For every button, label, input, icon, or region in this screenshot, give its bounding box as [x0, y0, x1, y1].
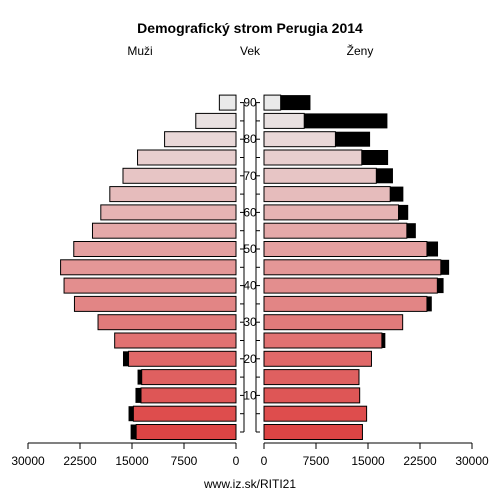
- female-bar-20-24: [263, 350, 372, 367]
- female-extra-bar-65-69: [390, 186, 404, 202]
- footer-url: www.iz.sk/RITI21: [203, 477, 296, 491]
- female-extra-bar-80-84: [335, 131, 371, 147]
- female-extra-bar-45-49: [440, 259, 450, 275]
- age-tick-label: 40: [243, 279, 257, 293]
- male-bar-65-69: [109, 186, 237, 203]
- age-tick-label: 10: [243, 388, 257, 402]
- age-tick-label: 50: [243, 242, 257, 256]
- female-bar-75-79: [263, 149, 363, 166]
- female-bar-60-64: [263, 204, 400, 221]
- x-tick-label-right: 22500: [403, 454, 437, 468]
- female-bar-55-59: [263, 222, 408, 239]
- female-extra-bar-40-44: [437, 278, 444, 294]
- female-bar-5-9: [263, 405, 368, 422]
- age-tick-label: 90: [243, 96, 257, 110]
- male-bar-50-54: [73, 241, 237, 257]
- female-extra-bar-70-74: [376, 168, 393, 184]
- male-bar-80-84: [164, 131, 237, 148]
- male-bar-15-19: [141, 369, 237, 386]
- male-extra-bar-0-4: [130, 424, 137, 440]
- male-bar-20-24: [128, 350, 237, 367]
- right-series-label: Ženy: [347, 43, 374, 58]
- age-tick-label: 80: [243, 132, 257, 146]
- female-bar-85-89: [263, 112, 305, 129]
- male-bar-90+: [218, 94, 237, 111]
- female-extra-bar-75-79: [361, 150, 389, 165]
- female-bar-70-74: [263, 167, 377, 184]
- male-bar-40-44: [63, 277, 237, 294]
- male-bar-60-64: [100, 204, 237, 221]
- x-tick-label-left: 30000: [11, 454, 45, 468]
- male-bar-0-4: [135, 424, 237, 440]
- x-tick-label-right: 7500: [303, 454, 330, 468]
- male-bar-45-49: [60, 259, 237, 276]
- male-extra-bar-10-14: [135, 387, 142, 403]
- female-extra-bar-25-29: [381, 333, 386, 348]
- male-bar-5-9: [132, 405, 237, 422]
- age-tick-label: 70: [243, 169, 257, 183]
- male-bar-35-39: [73, 295, 237, 312]
- male-bar-75-79: [137, 149, 237, 166]
- female-bar-10-14: [263, 387, 361, 404]
- female-extra-bar-50-54: [426, 241, 439, 257]
- female-extra-bar-35-39: [426, 296, 432, 312]
- x-tick-label-left: 22500: [63, 454, 97, 468]
- female-bar-90+: [263, 94, 282, 111]
- male-bar-30-34: [97, 314, 237, 331]
- female-bar-15-19: [263, 369, 360, 386]
- male-extra-bar-5-9: [128, 406, 134, 422]
- x-tick-label-right: 15000: [351, 454, 385, 468]
- age-axis-label: Vek: [240, 44, 261, 58]
- left-series-label: Muži: [127, 44, 152, 58]
- male-bar-10-14: [140, 387, 237, 404]
- female-bar-65-69: [263, 186, 391, 203]
- x-tick-label-left: 15000: [115, 454, 149, 468]
- bars-group: [60, 94, 450, 440]
- female-bar-80-84: [263, 131, 336, 148]
- female-extra-bar-55-59: [406, 223, 416, 239]
- age-tick-label: 60: [243, 205, 257, 219]
- x-tick-label-right: 30000: [455, 454, 489, 468]
- x-tick-label-left: 7500: [171, 454, 198, 468]
- female-extra-bar-90+: [280, 95, 311, 111]
- chart-title: Demografický strom Perugia 2014: [137, 20, 363, 36]
- female-bar-30-34: [263, 314, 404, 331]
- male-bar-85-89: [195, 112, 237, 129]
- male-extra-bar-15-19: [137, 369, 142, 385]
- female-extra-bar-85-89: [304, 113, 388, 129]
- female-bar-0-4: [263, 424, 363, 440]
- male-extra-bar-20-24: [122, 351, 129, 367]
- x-tick-label-left: 0: [233, 454, 240, 468]
- female-bar-40-44: [263, 277, 438, 294]
- female-extra-bar-60-64: [398, 204, 409, 220]
- male-bar-55-59: [91, 222, 237, 239]
- female-bar-50-54: [263, 241, 428, 257]
- age-tick-label: 30: [243, 315, 257, 329]
- female-bar-35-39: [263, 295, 428, 312]
- age-tick-label: 20: [243, 352, 257, 366]
- x-tick-label-right: 0: [261, 454, 268, 468]
- male-bar-70-74: [122, 167, 237, 184]
- female-bar-25-29: [263, 332, 383, 349]
- axes-group: 10 20 30 40 50 60 70 80 90 30000 22500 15000 7500 0 0 7…: [11, 96, 489, 468]
- male-bar-25-29: [114, 332, 237, 349]
- female-bar-45-49: [263, 259, 442, 276]
